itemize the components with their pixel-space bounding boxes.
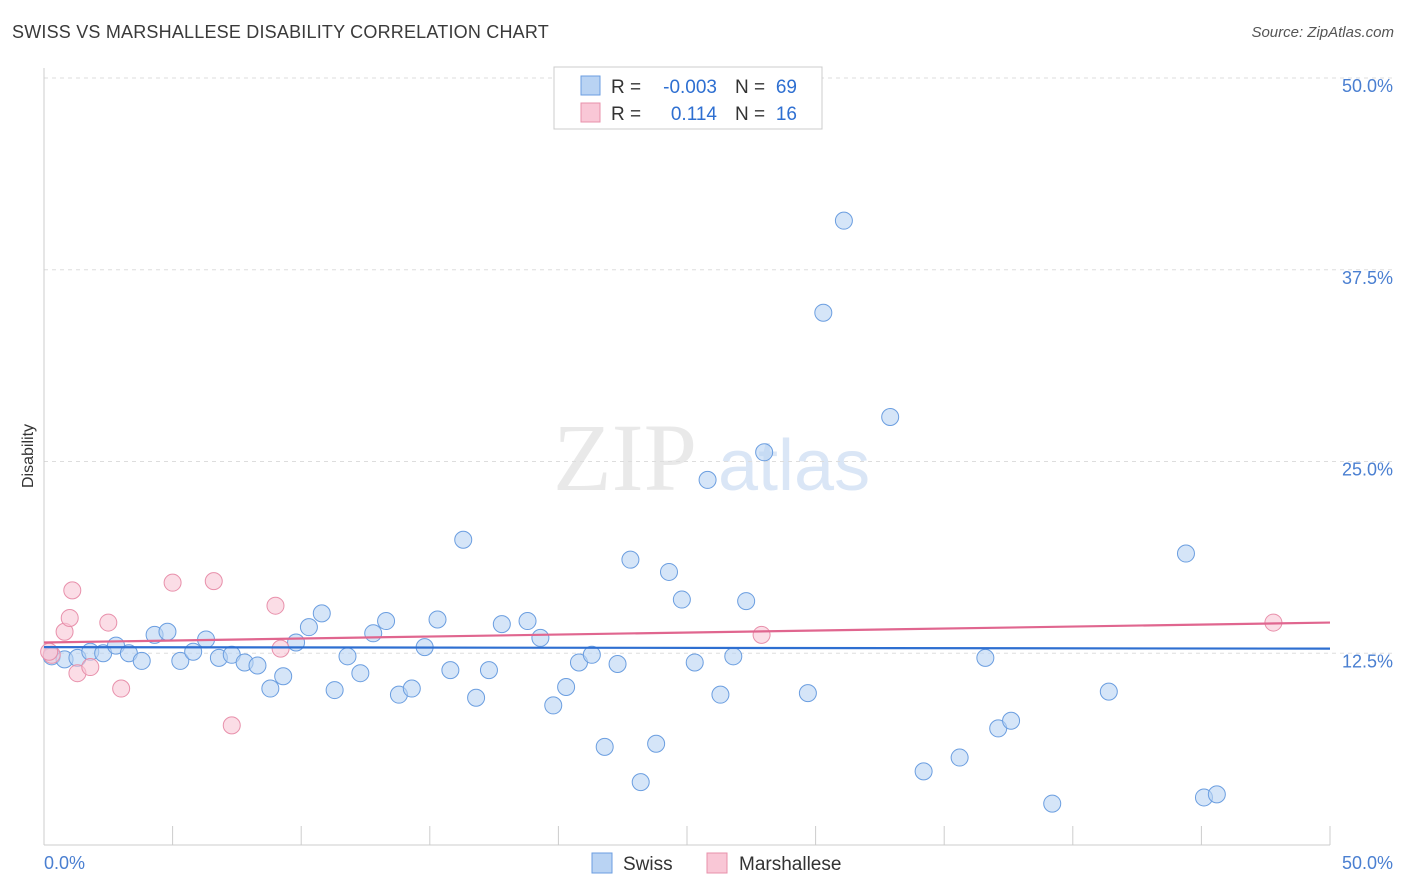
marshallese-point <box>81 658 100 677</box>
y-tick-label: 37.5% <box>1342 268 1393 288</box>
swiss-point <box>544 696 563 715</box>
swiss-point <box>312 604 331 623</box>
marshallese-point <box>99 613 118 632</box>
legend-r-label-marshallese: R = <box>611 104 641 125</box>
swiss-point <box>479 661 498 680</box>
swiss-point <box>171 651 190 670</box>
marshallese-point <box>271 639 290 658</box>
legend-r-value-swiss: -0.003 <box>663 77 717 98</box>
legend-n-label-swiss: N = <box>735 77 765 98</box>
swiss-point <box>711 685 730 704</box>
legend-r-label-swiss: R = <box>611 77 641 98</box>
legend-swatch-marshallese <box>580 102 601 123</box>
swiss-point <box>364 624 383 643</box>
swiss-point <box>325 681 344 700</box>
marshallese-point <box>112 679 131 698</box>
marshallese-point <box>204 572 223 591</box>
source-label: Source: ZipAtlas.com <box>1251 24 1394 41</box>
watermark-atlas: atlas <box>718 426 870 506</box>
legend-n-value-swiss: 69 <box>776 77 797 98</box>
y-tick-label: 50.0% <box>1342 76 1393 96</box>
marshallese-point <box>266 596 285 615</box>
swiss-point <box>608 654 627 673</box>
grid <box>44 77 1393 654</box>
bottom-legend-label-swiss: Swiss <box>623 854 673 875</box>
swiss-trend-line <box>43 646 1331 650</box>
swiss-point <box>428 610 447 629</box>
swiss-point <box>492 615 511 634</box>
marshallese-point <box>752 625 771 644</box>
swiss-point <box>467 688 486 707</box>
y-axis-title: Disability <box>20 424 37 488</box>
legend-swatch-swiss <box>580 75 601 96</box>
swiss-point <box>531 628 550 647</box>
watermark: ZIP atlas <box>553 404 870 511</box>
bottom-legend-label-marshallese: Marshallese <box>739 854 841 875</box>
swiss-point <box>1176 544 1195 563</box>
swiss-point <box>518 612 537 631</box>
swiss-point <box>724 647 743 666</box>
bottom-legend-swatch-marshallese <box>706 852 728 874</box>
swiss-point <box>1043 794 1062 813</box>
swiss-point <box>557 677 576 696</box>
swiss-point <box>248 656 267 675</box>
swiss-point <box>595 737 614 756</box>
bottom-legend-swatch-swiss <box>591 852 613 874</box>
swiss-point <box>914 762 933 781</box>
swiss-point <box>647 734 666 753</box>
swiss-point <box>377 612 396 631</box>
x-tick-label-min: 0.0% <box>44 853 85 873</box>
x-ticks <box>172 826 1331 845</box>
swiss-point <box>402 679 421 698</box>
series-legend: Swiss Marshallese <box>591 852 841 875</box>
swiss-point <box>672 590 691 609</box>
marshallese-point <box>40 642 59 661</box>
swiss-point <box>158 622 177 641</box>
swiss-point <box>299 618 318 637</box>
swiss-point <box>621 550 640 569</box>
swiss-series <box>42 211 1226 813</box>
swiss-point <box>659 562 678 581</box>
swiss-point <box>454 530 473 549</box>
y-tick-labels: 12.5% 25.0% 37.5% 50.0% <box>1342 76 1393 671</box>
y-tick-label: 25.0% <box>1342 460 1393 480</box>
swiss-point <box>582 645 601 664</box>
swiss-point <box>1099 682 1118 701</box>
legend-n-value-marshallese: 16 <box>776 104 797 125</box>
swiss-point <box>814 303 833 322</box>
swiss-point <box>338 647 357 666</box>
swiss-point <box>976 648 995 667</box>
swiss-point <box>798 684 817 703</box>
marshallese-trend-line <box>43 621 1331 644</box>
swiss-point <box>132 651 151 670</box>
swiss-point <box>1002 711 1021 730</box>
legend-r-value-marshallese: 0.114 <box>671 104 718 125</box>
watermark-zip: ZIP <box>553 404 697 511</box>
marshallese-point <box>63 581 82 600</box>
swiss-point <box>441 661 460 680</box>
swiss-point <box>698 470 717 489</box>
swiss-point <box>261 679 280 698</box>
chart-title: SWISS VS MARSHALLESE DISABILITY CORRELAT… <box>12 22 549 42</box>
marshallese-point <box>60 608 79 627</box>
swiss-point <box>881 408 900 427</box>
swiss-point <box>184 642 203 661</box>
swiss-point <box>737 592 756 611</box>
swiss-point <box>274 667 293 686</box>
swiss-point <box>1207 785 1226 804</box>
swiss-point <box>685 653 704 672</box>
swiss-point <box>351 664 370 683</box>
swiss-point <box>755 443 774 462</box>
marshallese-point <box>222 716 241 735</box>
swiss-point <box>631 773 650 792</box>
marshallese-point <box>163 573 182 592</box>
swiss-point <box>834 211 853 230</box>
legend-n-label-marshallese: N = <box>735 104 765 125</box>
correlation-legend: R = -0.003 N = 69 R = 0.114 N = 16 <box>553 66 823 130</box>
x-tick-label-max: 50.0% <box>1342 853 1393 873</box>
swiss-point <box>950 748 969 767</box>
y-tick-label: 12.5% <box>1342 651 1393 671</box>
